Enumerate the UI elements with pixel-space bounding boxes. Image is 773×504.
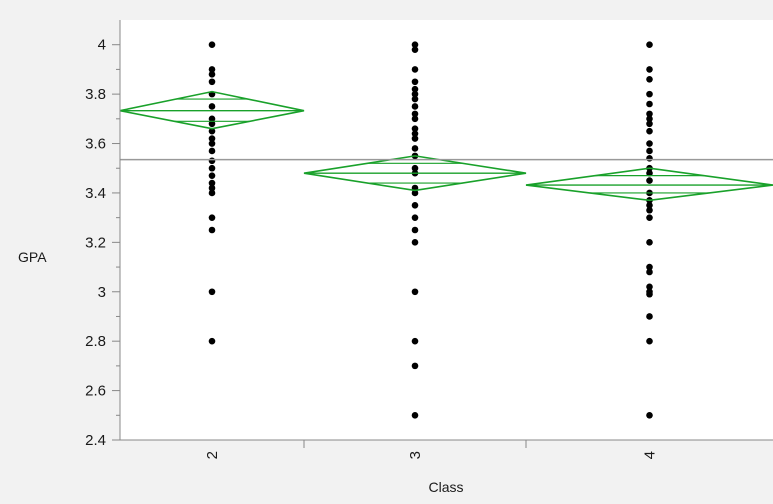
y-tick-label: 4 [98, 37, 106, 54]
data-point-class-2 [208, 164, 216, 172]
data-point-class-2 [208, 66, 216, 73]
data-point-class-4 [646, 201, 653, 209]
data-point-class-4 [646, 127, 653, 135]
data-point-class-4 [646, 239, 653, 246]
means-diamond-class-4 [525, 167, 773, 202]
x-tick-label: 4 [642, 451, 659, 459]
data-point-class-3 [411, 85, 419, 93]
y-tick-label: 2.8 [85, 333, 106, 350]
data-point-class-4 [646, 169, 653, 177]
data-point-class-3 [411, 214, 419, 221]
data-point-class-2 [208, 147, 216, 155]
data-point-class-3 [411, 115, 419, 123]
diamond-layer [119, 90, 773, 202]
data-point-class-4 [646, 41, 653, 49]
y-tick-label: 3.6 [85, 136, 106, 153]
data-point-class-4 [646, 337, 653, 345]
data-point-class-3 [411, 145, 419, 152]
y-tick-label: 3.8 [85, 86, 106, 103]
data-point-class-2 [208, 288, 216, 296]
y-tick-label: 3.2 [85, 234, 106, 251]
data-point-class-2 [208, 71, 216, 78]
x-axis-title: Class [428, 479, 463, 495]
data-point-class-4 [646, 268, 653, 276]
y-tick-label: 2.4 [85, 432, 106, 449]
data-point-class-3 [411, 226, 419, 234]
data-point-class-4 [646, 147, 653, 155]
data-point-class-3 [411, 189, 419, 197]
data-point-class-3 [411, 130, 419, 137]
data-point-class-4 [646, 283, 653, 291]
data-point-class-2 [208, 214, 216, 221]
data-point-class-3 [411, 239, 419, 246]
data-point-class-3 [411, 288, 419, 296]
y-tick-label: 3 [98, 284, 106, 301]
data-point-class-2 [208, 179, 216, 187]
data-point-class-3 [411, 110, 419, 118]
data-point-class-4 [646, 66, 653, 73]
data-point-class-4 [646, 115, 653, 123]
data-point-class-3 [411, 337, 419, 345]
data-point-class-4 [646, 290, 653, 298]
x-tick-label: 3 [407, 451, 424, 459]
data-point-class-3 [411, 362, 419, 370]
data-point-class-4 [646, 90, 653, 98]
data-point-class-4 [646, 177, 653, 184]
data-point-class-4 [646, 313, 653, 320]
data-point-class-3 [411, 66, 419, 73]
data-point-class-4 [646, 100, 653, 108]
data-point-class-3 [411, 95, 419, 103]
data-point-class-3 [411, 125, 419, 133]
data-point-class-3 [411, 164, 419, 172]
data-point-class-2 [208, 172, 216, 179]
data-point-class-2 [208, 103, 216, 110]
data-point-class-2 [208, 226, 216, 234]
plot-area [120, 20, 773, 440]
y-axis-title: GPA [18, 249, 47, 265]
data-point-class-2 [208, 157, 216, 165]
y-tick-label: 3.4 [85, 185, 106, 202]
data-point-class-3 [411, 90, 419, 98]
axes-layer: 2.4 2.6 2.8 3 3.2 3.4 3.6 3.8 4 2 3 4 [85, 20, 773, 459]
data-point-class-4 [646, 214, 653, 221]
data-point-class-4 [646, 155, 653, 162]
data-point-class-3 [411, 46, 419, 53]
data-point-class-2 [208, 115, 216, 123]
y-tick-label: 2.6 [85, 383, 106, 400]
data-point-class-4 [646, 263, 653, 271]
data-point-class-2 [208, 189, 216, 197]
data-point-class-3 [411, 135, 419, 142]
data-point-class-4 [646, 120, 653, 128]
data-point-class-3 [411, 103, 419, 110]
data-point-class-3 [411, 78, 419, 86]
data-point-class-4 [646, 110, 653, 118]
data-point-class-2 [208, 184, 216, 192]
data-point-class-2 [208, 135, 216, 142]
data-point-class-2 [208, 127, 216, 135]
data-point-class-2 [208, 120, 216, 128]
data-point-class-2 [208, 41, 216, 49]
data-point-class-3 [411, 201, 419, 209]
data-point-class-4 [646, 140, 653, 147]
x-tick-label: 2 [204, 451, 221, 459]
data-point-class-2 [208, 337, 216, 345]
data-point-class-2 [208, 78, 216, 86]
data-point-class-3 [411, 41, 419, 49]
data-point-class-4 [646, 411, 653, 419]
data-point-class-2 [208, 140, 216, 147]
data-point-class-4 [646, 206, 653, 214]
data-point-class-3 [411, 411, 419, 419]
data-point-class-4 [646, 75, 653, 83]
